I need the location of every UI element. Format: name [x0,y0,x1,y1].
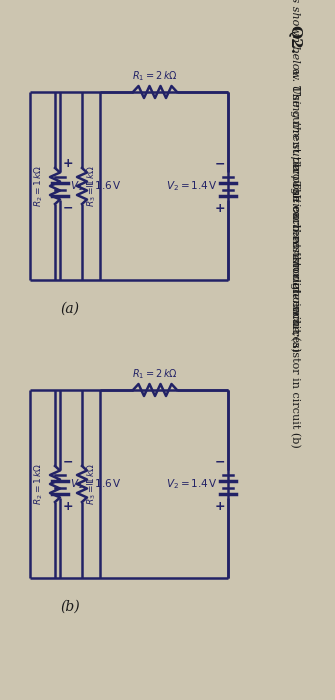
Text: $R_3 = 1\,k\Omega$: $R_3 = 1\,k\Omega$ [85,463,97,505]
Text: a.  The current through each resistor in circuit (a): a. The current through each resistor in … [290,68,300,352]
Text: $R_3 = 1\,k\Omega$: $R_3 = 1\,k\Omega$ [85,164,97,207]
Text: $V_2 = 1.4\,\mathrm{V}$: $V_2 = 1.4\,\mathrm{V}$ [166,477,218,491]
Text: Consider the circuits shown below. Using the superposition theorem determine;: Consider the circuits shown below. Using… [290,0,300,336]
Text: $R_2 = 1\,k\Omega$: $R_2 = 1\,k\Omega$ [32,463,45,505]
Text: −: − [214,157,225,170]
Text: Q2.: Q2. [288,25,302,55]
Text: $V_1 = 1.6\,\mathrm{V}$: $V_1 = 1.6\,\mathrm{V}$ [70,179,122,193]
Text: $V_2 = 1.4\,\mathrm{V}$: $V_2 = 1.4\,\mathrm{V}$ [166,179,218,193]
Text: $V_1 = 1.6\,\mathrm{V}$: $V_1 = 1.6\,\mathrm{V}$ [70,477,122,491]
Text: (b): (b) [60,600,80,614]
Text: b.  The current through each resistor in circuit (b): b. The current through each resistor in … [290,162,300,447]
Text: $R_2 = 1\,k\Omega$: $R_2 = 1\,k\Omega$ [32,164,45,207]
Text: $R_1 = 2\,k\Omega$: $R_1 = 2\,k\Omega$ [132,69,178,83]
Text: +: + [214,500,225,513]
Text: −: − [63,455,73,468]
Text: (a): (a) [61,302,79,316]
Text: −: − [214,455,225,468]
Text: −: − [63,202,73,215]
Text: +: + [63,157,74,170]
Text: +: + [63,500,74,513]
Text: +: + [214,202,225,215]
Text: $R_1 = 2\,k\Omega$: $R_1 = 2\,k\Omega$ [132,368,178,381]
